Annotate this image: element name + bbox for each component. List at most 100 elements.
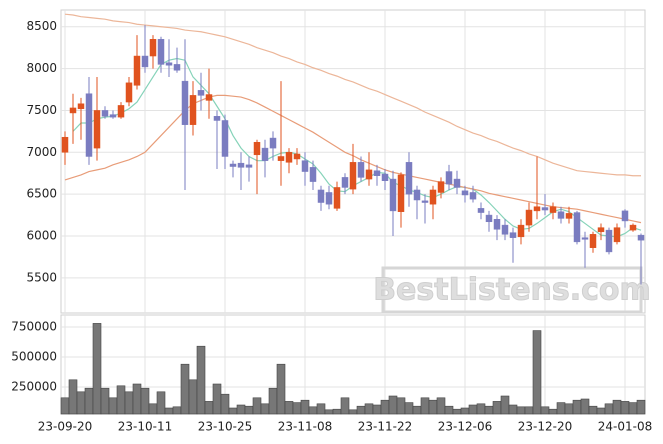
candle-body [613,227,621,243]
volume-bar [412,405,422,415]
volume-bar [316,403,326,415]
candle-body [197,90,205,96]
y-tick-label: 6000 [26,228,57,242]
y-tick-label: 6500 [26,187,57,201]
volume-bar [276,363,286,415]
volume-bar [484,405,494,415]
volume-bar [132,383,142,415]
candle-body [125,82,133,103]
volume-bar [84,387,94,415]
candle-body [405,162,413,195]
volume-bar [188,379,198,415]
moving-average-line [72,57,642,238]
volume-bar [164,407,174,415]
volume-bar [140,387,150,415]
volume-bar [76,391,86,415]
candle-body [389,178,397,212]
candle-body [181,80,189,125]
volume-bar [564,403,574,415]
volume-bar [516,406,526,415]
volume-bar [636,399,646,415]
volume-bar [356,405,366,415]
x-tick-label: 24-01-08 [598,420,652,434]
volume-bar [332,408,342,415]
candle-body [205,94,213,101]
candle-body [221,120,229,157]
volume-bar [348,409,358,415]
candle-body [341,177,349,188]
volume-bar [588,405,598,415]
candle-body [557,211,565,219]
volume-bar [300,399,310,415]
candle-body [173,64,181,71]
volume-bar [468,404,478,415]
volume-bar [604,403,614,415]
watermark: BestListens.com [373,273,651,308]
candle-body [501,224,509,235]
x-tick-label: 23-09-20 [38,420,92,434]
candle-body [365,169,373,180]
volume-bar [508,404,518,415]
volume-bar [228,407,238,415]
volume-bar [572,399,582,415]
candle-body [229,163,237,167]
candle-body [301,160,309,172]
volume-bar [156,391,166,415]
volume-bar [380,399,390,415]
candle-body [469,192,477,200]
volume-tick-label: 750000 [11,320,57,334]
candle-body [525,209,533,226]
y-tick-label: 7000 [26,145,57,159]
candle-body [269,137,277,149]
volume-bar [108,397,118,415]
candle-body [581,237,589,240]
volume-bar [60,397,70,415]
candle-body [621,210,629,222]
volume-bar [340,397,350,415]
volume-bar [492,401,502,415]
volume-bar [476,403,486,415]
volume-tick-label: 500000 [11,350,57,364]
volume-bar [436,397,446,415]
candle-body [397,174,405,212]
x-tick-label: 23-10-25 [198,420,252,434]
candle-body [133,55,141,86]
volume-bar [612,399,622,415]
candle-body [597,227,605,233]
volume-bar [244,405,254,415]
volume-bar [596,407,606,415]
volume-bar [420,397,430,415]
x-tick-label: 23-12-06 [438,420,492,434]
y-tick-label: 8500 [26,19,57,33]
candle-body [437,181,445,193]
candle-body [349,162,357,190]
x-tick-label: 23-11-08 [278,420,332,434]
candle-body [485,214,493,223]
x-tick-label: 23-12-20 [518,420,572,434]
volume-bar [620,401,630,415]
candle-body [285,152,293,163]
candle-body [605,229,613,253]
volume-bar [372,404,382,415]
volume-bar [124,391,134,415]
volume-bar [284,401,294,415]
candle-body [429,189,437,205]
volume-bar [500,395,510,415]
candle-body [141,55,149,68]
volume-bar [324,409,334,415]
volume-bar [556,402,566,415]
candle-body [541,207,549,211]
candle-body [237,162,245,168]
candle-body [277,156,285,161]
volume-bar [212,383,222,415]
volume-bar [308,406,318,415]
candle-body [69,107,77,114]
volume-bar [292,402,302,415]
volume-bar [196,345,206,415]
volume-bar [364,403,374,415]
candle-body [509,232,517,238]
candle-body [517,224,525,238]
volume-bar [540,406,550,415]
x-tick-label: 23-10-11 [118,420,172,434]
volume-bar [268,387,278,415]
